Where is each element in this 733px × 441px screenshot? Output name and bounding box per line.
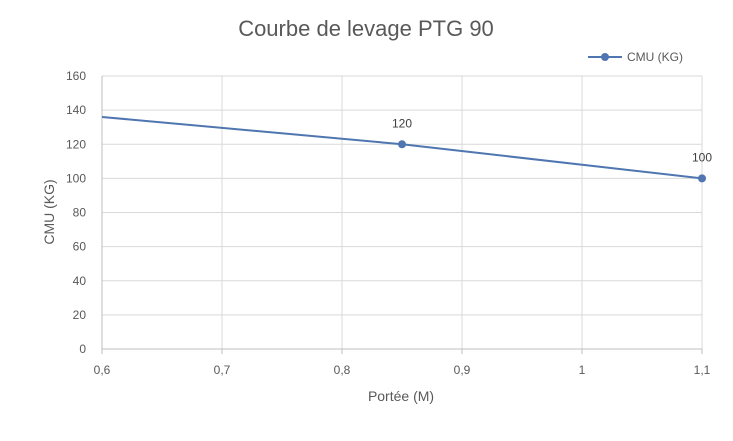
y-tick-label: 140 bbox=[66, 103, 86, 117]
y-axis-label: CMU (KG) bbox=[41, 179, 57, 244]
chart-title: Courbe de levage PTG 90 bbox=[238, 16, 494, 41]
data-point-marker bbox=[398, 140, 406, 149]
series bbox=[101, 115, 706, 183]
y-tick-label: 0 bbox=[79, 342, 86, 356]
y-tick-label: 120 bbox=[66, 137, 86, 151]
y-tick-label: 80 bbox=[73, 206, 87, 220]
x-tick-label: 0,8 bbox=[334, 363, 351, 377]
x-tick-label: 1 bbox=[579, 363, 586, 377]
x-axis-label: Portée (M) bbox=[368, 388, 434, 404]
y-tick-label: 100 bbox=[66, 171, 86, 185]
legend: CMU (KG) bbox=[588, 50, 683, 64]
data-labels: 120 100 bbox=[392, 116, 712, 164]
y-axis-ticks: 0 20 40 60 80 100 120 140 160 bbox=[66, 69, 86, 356]
y-tick-label: 60 bbox=[73, 240, 87, 254]
x-tick-label: 0,6 bbox=[94, 363, 111, 377]
axes bbox=[101, 76, 702, 350]
x-tick-label: 0,9 bbox=[454, 363, 471, 377]
y-tick-label: 20 bbox=[73, 308, 87, 322]
data-point-marker bbox=[698, 174, 706, 183]
x-axis-ticks: 0,6 0,7 0,8 0,9 1 1,1 bbox=[94, 349, 711, 377]
data-label: 100 bbox=[692, 150, 712, 164]
legend-label-cmu: CMU (KG) bbox=[627, 50, 683, 64]
legend-marker-cmu bbox=[601, 53, 609, 61]
x-tick-label: 0,7 bbox=[214, 363, 231, 377]
y-tick-label: 40 bbox=[73, 274, 87, 288]
data-label: 120 bbox=[392, 116, 412, 130]
x-tick-label: 1,1 bbox=[694, 363, 711, 377]
y-tick-label: 160 bbox=[66, 69, 86, 83]
